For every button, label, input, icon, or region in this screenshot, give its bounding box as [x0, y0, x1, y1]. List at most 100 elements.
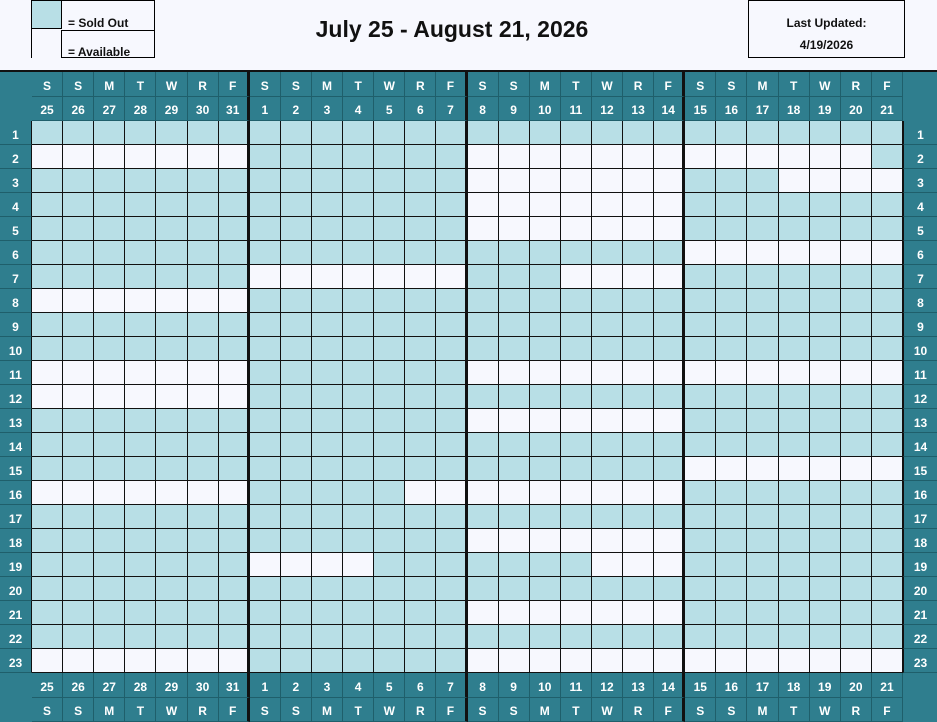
sold-out-cell[interactable]: [778, 121, 810, 145]
available-cell[interactable]: [871, 649, 903, 673]
sold-out-cell[interactable]: [32, 457, 64, 481]
available-cell[interactable]: [809, 169, 841, 193]
available-cell[interactable]: [654, 193, 686, 217]
sold-out-cell[interactable]: [405, 457, 437, 481]
sold-out-cell[interactable]: [32, 169, 64, 193]
available-cell[interactable]: [218, 289, 250, 313]
sold-out-cell[interactable]: [218, 217, 250, 241]
sold-out-cell[interactable]: [685, 481, 717, 505]
available-cell[interactable]: [716, 649, 748, 673]
sold-out-cell[interactable]: [125, 625, 157, 649]
sold-out-cell[interactable]: [436, 361, 468, 385]
sold-out-cell[interactable]: [778, 529, 810, 553]
sold-out-cell[interactable]: [436, 529, 468, 553]
sold-out-cell[interactable]: [809, 217, 841, 241]
sold-out-cell[interactable]: [747, 217, 779, 241]
sold-out-cell[interactable]: [840, 553, 872, 577]
sold-out-cell[interactable]: [716, 481, 748, 505]
available-cell[interactable]: [32, 385, 64, 409]
available-cell[interactable]: [654, 529, 686, 553]
available-cell[interactable]: [343, 553, 375, 577]
sold-out-cell[interactable]: [125, 553, 157, 577]
available-cell[interactable]: [187, 289, 219, 313]
sold-out-cell[interactable]: [467, 265, 499, 289]
sold-out-cell[interactable]: [529, 385, 561, 409]
sold-out-cell[interactable]: [467, 289, 499, 313]
sold-out-cell[interactable]: [374, 481, 406, 505]
sold-out-cell[interactable]: [374, 121, 406, 145]
sold-out-cell[interactable]: [405, 553, 437, 577]
sold-out-cell[interactable]: [63, 601, 95, 625]
sold-out-cell[interactable]: [187, 313, 219, 337]
available-cell[interactable]: [32, 145, 64, 169]
available-cell[interactable]: [529, 649, 561, 673]
sold-out-cell[interactable]: [218, 265, 250, 289]
available-cell[interactable]: [467, 217, 499, 241]
sold-out-cell[interactable]: [778, 265, 810, 289]
available-cell[interactable]: [467, 361, 499, 385]
sold-out-cell[interactable]: [405, 433, 437, 457]
sold-out-cell[interactable]: [125, 121, 157, 145]
available-cell[interactable]: [218, 385, 250, 409]
sold-out-cell[interactable]: [498, 337, 530, 361]
available-cell[interactable]: [187, 361, 219, 385]
sold-out-cell[interactable]: [405, 505, 437, 529]
sold-out-cell[interactable]: [747, 337, 779, 361]
sold-out-cell[interactable]: [685, 553, 717, 577]
available-cell[interactable]: [280, 553, 312, 577]
sold-out-cell[interactable]: [311, 433, 344, 457]
available-cell[interactable]: [840, 361, 872, 385]
available-cell[interactable]: [716, 361, 748, 385]
sold-out-cell[interactable]: [405, 337, 437, 361]
sold-out-cell[interactable]: [716, 337, 748, 361]
sold-out-cell[interactable]: [374, 409, 406, 433]
sold-out-cell[interactable]: [529, 625, 561, 649]
sold-out-cell[interactable]: [343, 145, 375, 169]
available-cell[interactable]: [249, 265, 281, 289]
available-cell[interactable]: [467, 145, 499, 169]
sold-out-cell[interactable]: [591, 505, 624, 529]
available-cell[interactable]: [498, 217, 530, 241]
sold-out-cell[interactable]: [498, 385, 530, 409]
sold-out-cell[interactable]: [498, 457, 530, 481]
sold-out-cell[interactable]: [311, 145, 344, 169]
sold-out-cell[interactable]: [778, 433, 810, 457]
sold-out-cell[interactable]: [467, 553, 499, 577]
sold-out-cell[interactable]: [529, 241, 561, 265]
sold-out-cell[interactable]: [187, 337, 219, 361]
sold-out-cell[interactable]: [280, 121, 312, 145]
available-cell[interactable]: [871, 241, 903, 265]
available-cell[interactable]: [249, 553, 281, 577]
sold-out-cell[interactable]: [778, 577, 810, 601]
sold-out-cell[interactable]: [311, 217, 344, 241]
available-cell[interactable]: [467, 649, 499, 673]
available-cell[interactable]: [591, 529, 624, 553]
sold-out-cell[interactable]: [374, 625, 406, 649]
sold-out-cell[interactable]: [809, 289, 841, 313]
available-cell[interactable]: [63, 385, 95, 409]
sold-out-cell[interactable]: [249, 313, 281, 337]
sold-out-cell[interactable]: [716, 193, 748, 217]
sold-out-cell[interactable]: [560, 289, 592, 313]
sold-out-cell[interactable]: [311, 121, 344, 145]
available-cell[interactable]: [685, 361, 717, 385]
sold-out-cell[interactable]: [747, 433, 779, 457]
sold-out-cell[interactable]: [840, 265, 872, 289]
sold-out-cell[interactable]: [94, 217, 126, 241]
available-cell[interactable]: [747, 145, 779, 169]
available-cell[interactable]: [529, 481, 561, 505]
sold-out-cell[interactable]: [343, 529, 375, 553]
sold-out-cell[interactable]: [840, 505, 872, 529]
sold-out-cell[interactable]: [467, 457, 499, 481]
sold-out-cell[interactable]: [280, 505, 312, 529]
sold-out-cell[interactable]: [840, 577, 872, 601]
sold-out-cell[interactable]: [280, 337, 312, 361]
sold-out-cell[interactable]: [716, 313, 748, 337]
sold-out-cell[interactable]: [249, 601, 281, 625]
sold-out-cell[interactable]: [498, 313, 530, 337]
sold-out-cell[interactable]: [311, 601, 344, 625]
sold-out-cell[interactable]: [871, 145, 903, 169]
sold-out-cell[interactable]: [560, 337, 592, 361]
sold-out-cell[interactable]: [623, 241, 655, 265]
sold-out-cell[interactable]: [374, 649, 406, 673]
